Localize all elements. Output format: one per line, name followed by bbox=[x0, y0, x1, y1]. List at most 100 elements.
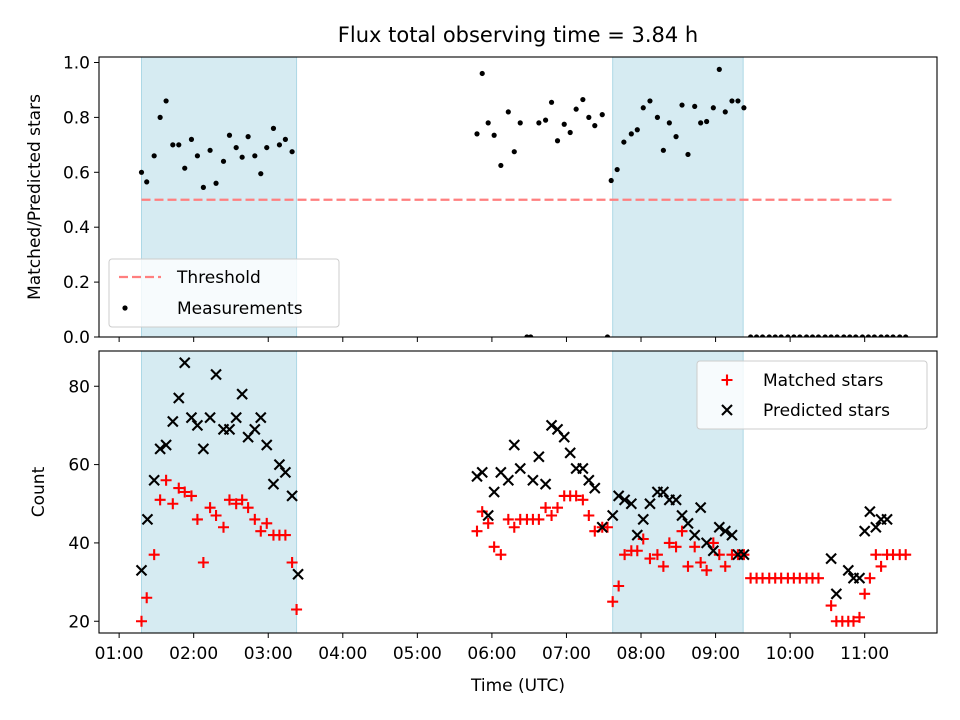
measurement-point bbox=[629, 131, 634, 136]
y-tick-label: 0.8 bbox=[63, 108, 90, 128]
matched-star-point bbox=[509, 522, 520, 533]
measurement-point bbox=[600, 112, 605, 117]
measurement-point bbox=[692, 104, 697, 109]
measurement-point bbox=[139, 170, 144, 175]
x-axis-label: Time (UTC) bbox=[470, 676, 565, 696]
measurement-point bbox=[711, 105, 716, 110]
predicted-star-point bbox=[565, 448, 575, 458]
measurement-point bbox=[506, 109, 511, 114]
predicted-star-point bbox=[489, 487, 499, 497]
x-tick-label: 07:00 bbox=[542, 644, 591, 664]
measurement-point bbox=[271, 126, 276, 131]
measurement-point bbox=[498, 163, 503, 168]
measurement-point bbox=[480, 71, 485, 76]
measurement-point bbox=[176, 142, 181, 147]
measurement-point bbox=[486, 120, 491, 125]
top-panel: 0.00.20.40.60.81.0ThresholdMeasurements bbox=[63, 53, 937, 348]
x-tick-label: 03:00 bbox=[244, 644, 293, 664]
measurement-point bbox=[283, 137, 288, 142]
matched-star-point bbox=[477, 506, 488, 517]
matched-star-point bbox=[471, 526, 482, 537]
predicted-star-point bbox=[882, 514, 892, 524]
measurement-point bbox=[586, 115, 591, 120]
x-tick-label: 08:00 bbox=[617, 644, 666, 664]
measurement-point bbox=[729, 98, 734, 103]
measurement-point bbox=[170, 142, 175, 147]
predicted-star-point bbox=[515, 464, 525, 474]
top-y-axis-label: Matched/Predicted stars bbox=[25, 94, 45, 300]
measurement-point bbox=[163, 98, 168, 103]
measurement-point bbox=[213, 181, 218, 186]
measurement-point bbox=[536, 120, 541, 125]
measurement-point bbox=[182, 166, 187, 171]
matched-star-point bbox=[503, 514, 514, 525]
measurement-point bbox=[195, 153, 200, 158]
measurement-point bbox=[492, 133, 497, 138]
measurement-point bbox=[592, 123, 597, 128]
measurement-point bbox=[609, 178, 614, 183]
y-tick-label: 80 bbox=[68, 377, 90, 397]
predicted-star-point bbox=[503, 475, 513, 485]
measurement-point bbox=[568, 130, 573, 135]
predicted-star-point bbox=[831, 589, 841, 599]
measurement-point bbox=[246, 134, 251, 139]
observing-interval-band bbox=[141, 351, 296, 633]
measurement-point bbox=[641, 105, 646, 110]
y-tick-label: 0.0 bbox=[63, 328, 90, 348]
predicted-star-point bbox=[590, 483, 600, 493]
bottom-y-axis-label: Count bbox=[29, 466, 49, 517]
measurement-point bbox=[741, 105, 746, 110]
matched-star-point bbox=[540, 502, 551, 513]
measurement-point bbox=[679, 102, 684, 107]
predicted-star-point bbox=[865, 507, 875, 517]
observing-interval-band bbox=[613, 57, 743, 337]
measurement-point bbox=[735, 98, 740, 103]
predicted-star-point bbox=[860, 526, 870, 536]
measurement-point bbox=[221, 159, 226, 164]
matched-star-point bbox=[495, 549, 506, 560]
matched-star-point bbox=[864, 573, 875, 584]
legend: Matched starsPredicted stars bbox=[697, 361, 927, 429]
x-tick-label: 11:00 bbox=[840, 644, 889, 664]
predicted-star-point bbox=[826, 554, 836, 564]
matched-star-point bbox=[533, 514, 544, 525]
y-tick-label: 20 bbox=[68, 612, 90, 632]
y-tick-label: 0.4 bbox=[63, 218, 90, 238]
x-tick-label: 01:00 bbox=[95, 644, 144, 664]
measurement-point bbox=[189, 137, 194, 142]
legend-measurements-swatch bbox=[122, 305, 127, 310]
chart-title: Flux total observing time = 3.84 h bbox=[338, 23, 698, 47]
legend-predicted-label: Predicted stars bbox=[763, 401, 890, 421]
measurement-point bbox=[574, 107, 579, 112]
x-tick-label: 02:00 bbox=[169, 644, 218, 664]
measurement-point bbox=[234, 145, 239, 150]
y-tick-label: 40 bbox=[68, 534, 90, 554]
figure: 0.00.20.40.60.81.0ThresholdMeasurements … bbox=[0, 0, 960, 720]
matched-star-point bbox=[900, 549, 911, 560]
predicted-star-point bbox=[509, 440, 519, 450]
measurement-point bbox=[580, 97, 585, 102]
predicted-star-point bbox=[854, 573, 864, 583]
measurement-point bbox=[704, 119, 709, 124]
measurement-point bbox=[698, 120, 703, 125]
matched-star-point bbox=[546, 510, 557, 521]
measurement-point bbox=[685, 152, 690, 157]
predicted-star-point bbox=[477, 467, 487, 477]
measurement-point bbox=[661, 148, 666, 153]
measurement-point bbox=[549, 100, 554, 105]
measurement-point bbox=[207, 148, 212, 153]
y-tick-label: 0.6 bbox=[63, 163, 90, 183]
measurement-point bbox=[518, 120, 523, 125]
measurement-point bbox=[158, 115, 163, 120]
measurement-point bbox=[258, 171, 263, 176]
measurement-point bbox=[201, 185, 206, 190]
legend-measurements-label: Measurements bbox=[177, 299, 303, 319]
measurement-point bbox=[615, 167, 620, 172]
x-tick-label: 05:00 bbox=[393, 644, 442, 664]
matched-star-point bbox=[859, 588, 870, 599]
measurement-point bbox=[289, 149, 294, 154]
bottom-panel: 2040608001:00 02:00 03:00 04:00 05:00 06:00 07… bbox=[68, 351, 937, 664]
y-tick-label: 1.0 bbox=[63, 53, 90, 73]
measurement-point bbox=[240, 155, 245, 160]
x-tick-label: 04:00 bbox=[318, 644, 367, 664]
